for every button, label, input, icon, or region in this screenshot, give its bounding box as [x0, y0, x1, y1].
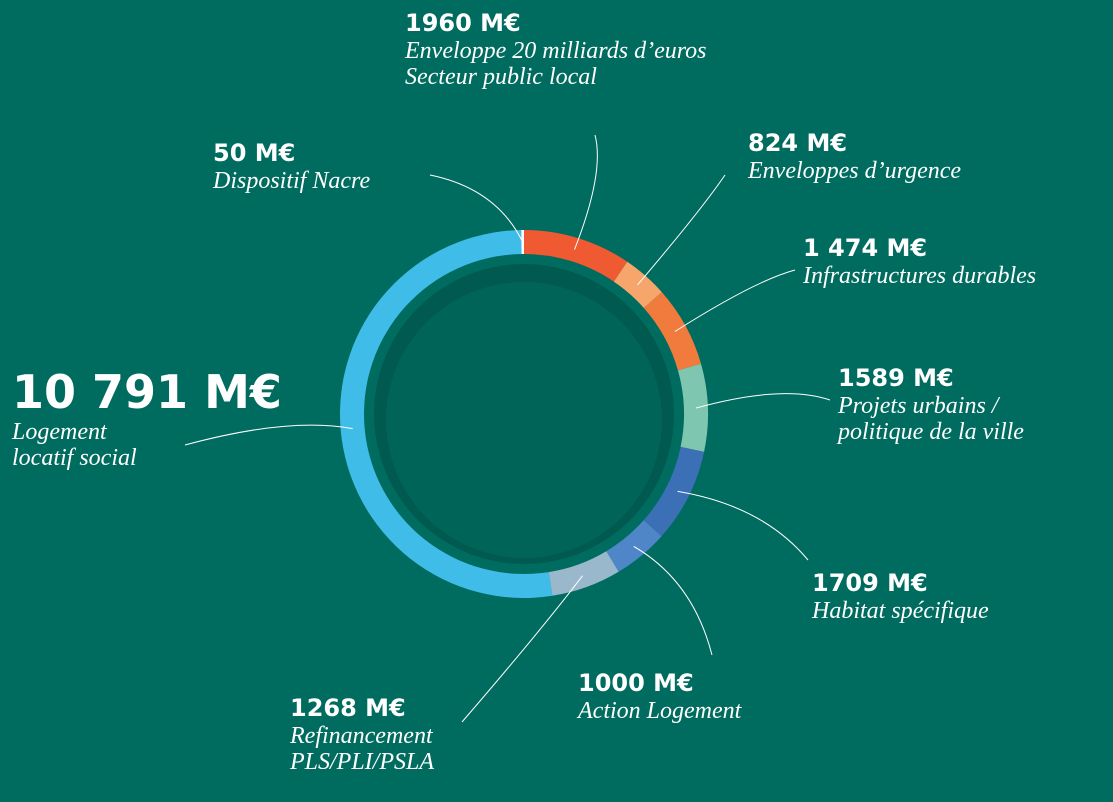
- inner-disc: [386, 282, 662, 558]
- connector: [184, 424, 353, 446]
- donut-segment: [340, 230, 553, 599]
- segment-label: 1960 M€ Enveloppe 20 milliards d’euros Se…: [405, 8, 707, 90]
- connector: [633, 545, 713, 656]
- value-label: 1268 M€: [290, 694, 406, 722]
- connector: [574, 134, 598, 250]
- connector: [461, 575, 583, 723]
- connector: [674, 269, 796, 332]
- segment-label: 1709 M€ Habitat spécifique: [812, 568, 989, 624]
- value-label: 824 M€: [748, 129, 848, 157]
- category-label: Enveloppes d’urgence: [748, 158, 962, 184]
- value-label: 50 M€: [213, 139, 296, 167]
- segment-label: 1000 M€ Action Logement: [578, 668, 741, 724]
- donut-segment: [643, 446, 705, 537]
- category-label: Infrastructures durables: [803, 263, 1037, 289]
- connector: [677, 490, 809, 561]
- category-label: Refinancement PLS/PLI/PSLA: [290, 723, 435, 775]
- category-label: Action Logement: [578, 698, 742, 724]
- segment-label: 824 M€ Enveloppes d’urgence: [748, 128, 961, 184]
- donut-segment: [524, 230, 628, 282]
- value-label: 1 474 M€: [803, 234, 928, 262]
- connector: [637, 174, 726, 286]
- segment-label: 50 M€ Dispositif Nacre: [213, 138, 370, 194]
- donut-segment: [548, 551, 619, 596]
- donut-segment: [606, 520, 662, 572]
- value-label: 1960 M€: [405, 9, 521, 37]
- category-label: Projets urbains / politique de la ville: [838, 393, 1024, 445]
- category-label: Logement locatif social: [12, 419, 137, 471]
- segment-label: 1 474 M€ Infrastructures durables: [803, 233, 1036, 289]
- value-label: 10 791 M€: [12, 365, 282, 419]
- segment-label: 1268 M€ Refinancement PLS/PLI/PSLA: [290, 693, 434, 775]
- value-label: 1000 M€: [578, 669, 694, 697]
- connector: [429, 174, 524, 243]
- category-label: Habitat spécifique: [812, 598, 989, 624]
- value-label: 1589 M€: [838, 364, 954, 392]
- donut-segment: [643, 292, 702, 371]
- value-label: 1709 M€: [812, 569, 928, 597]
- connector: [695, 393, 831, 409]
- segment-label: 1589 M€ Projets urbains / politique de la…: [838, 363, 1024, 445]
- donut-segment: [677, 363, 709, 452]
- segment-label: 10 791 M€ Logement locatif social: [12, 365, 282, 471]
- category-label: Dispositif Nacre: [213, 168, 371, 194]
- category-label: Enveloppe 20 milliards d’euros Secteur p…: [405, 38, 707, 90]
